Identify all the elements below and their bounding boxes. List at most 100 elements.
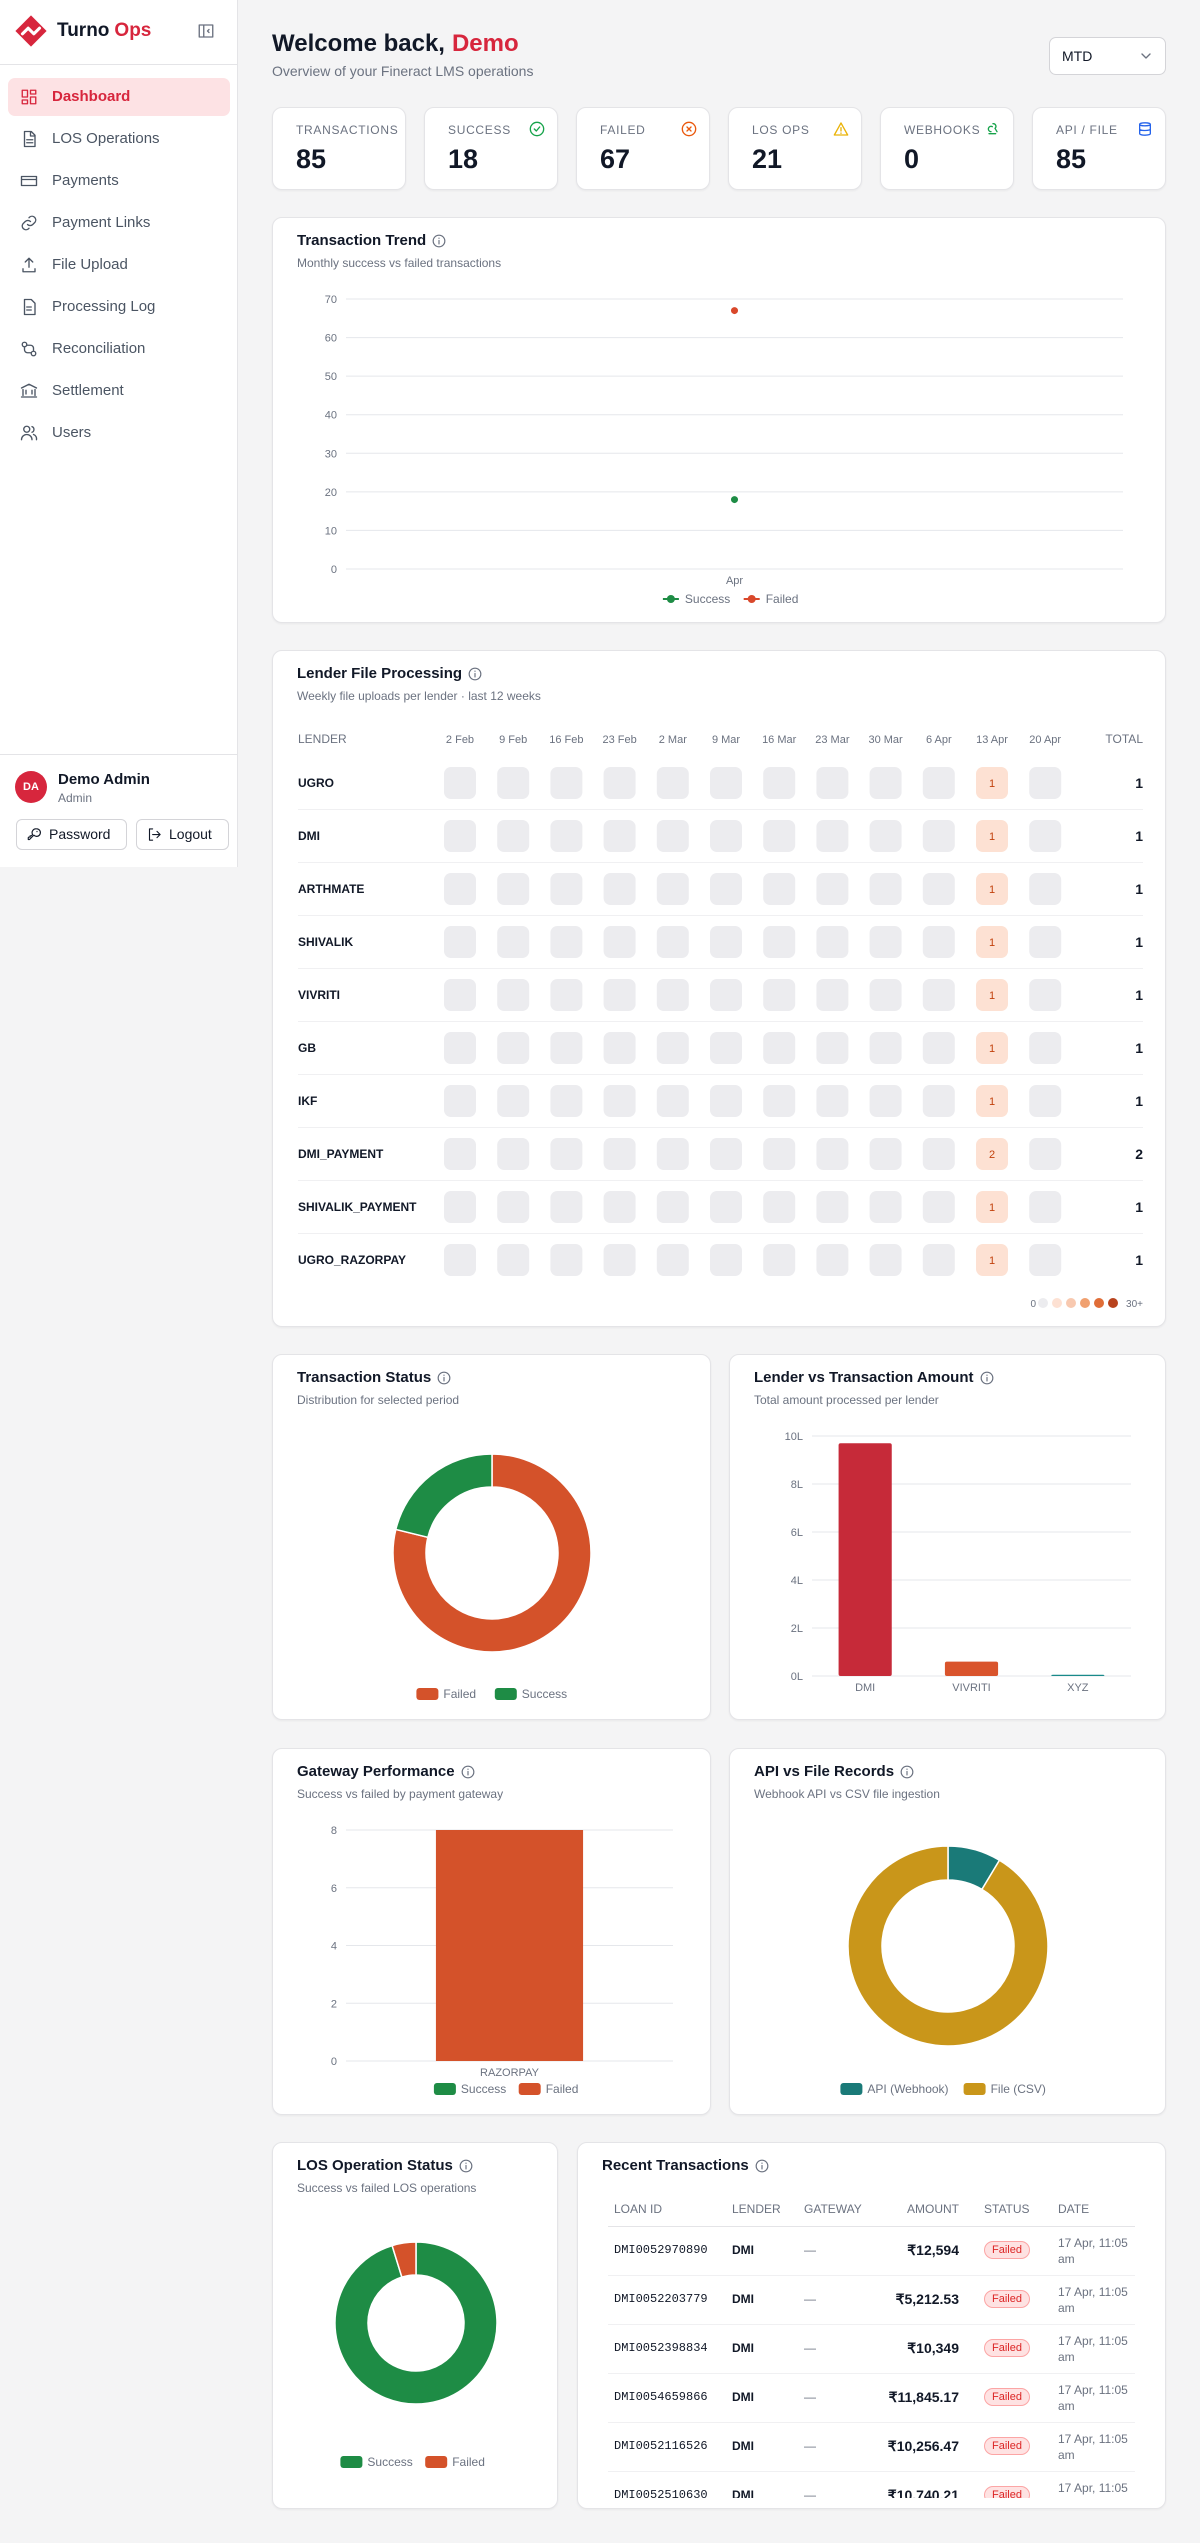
- y-tick-label: 4L: [791, 1575, 803, 1587]
- nav-item[interactable]: File Upload: [8, 246, 230, 284]
- loan-id: DMI0052970890: [614, 2243, 708, 2257]
- heat-cell: [710, 1032, 742, 1064]
- chart-svg: API (Webhook) File (CSV): [840, 1845, 1049, 2096]
- donut-slice: [334, 2241, 498, 2405]
- heat-cell: [869, 1191, 902, 1223]
- heatmap-card: Lender File Processing Weekly file upload…: [272, 650, 1166, 1327]
- donut-slice: [392, 1453, 592, 1653]
- card-header: Lender File Processing: [297, 665, 482, 682]
- user-role: Admin: [58, 791, 93, 805]
- heat-count: 1: [989, 831, 995, 843]
- divider: [0, 64, 237, 65]
- heat-cell: [976, 1032, 1008, 1064]
- nav-item[interactable]: Users: [8, 414, 230, 452]
- heat-cell: [550, 1085, 583, 1117]
- x-tick-label: VIVRITI: [952, 1682, 991, 1694]
- amount: ₹10,740.21: [887, 2487, 959, 2498]
- heat-cell: [763, 1138, 796, 1170]
- legend-dot: [747, 595, 756, 603]
- heat-cell: [763, 979, 796, 1011]
- icon: [198, 24, 214, 38]
- heat-cell: [869, 820, 902, 852]
- sidebar: Turno Ops Dashboard LOS Operations Payments P…: [0, 0, 238, 867]
- heat-cell: [656, 1138, 689, 1170]
- heat-cell: [976, 926, 1008, 958]
- date: 17 Apr, 11:05 am: [1058, 2334, 1128, 2364]
- nav-label: Payment Links: [52, 214, 151, 231]
- icon: [755, 2159, 769, 2172]
- nav-item[interactable]: Dashboard: [8, 78, 230, 116]
- heat-cell: [816, 820, 849, 852]
- heat-cell: [922, 767, 955, 799]
- heat-cell: [710, 926, 742, 958]
- heat-cell: [922, 873, 955, 905]
- row-divider: [608, 2422, 1135, 2423]
- legend-swatch: [494, 1688, 517, 1700]
- nav-label: Settlement: [52, 382, 124, 399]
- heat-cell: [816, 873, 849, 905]
- data-point: [731, 496, 738, 504]
- heat-cell: [444, 1085, 476, 1117]
- nav-item[interactable]: Payments: [8, 162, 230, 200]
- action-button[interactable]: Logout: [136, 819, 229, 850]
- kpi-card: LOS OPS 21: [728, 107, 862, 190]
- chart-svg: 0 10 20 30 40 50 60 70 Apr Success Failed: [325, 294, 1123, 606]
- date: 17 Apr, 11:05 am: [1058, 2236, 1128, 2266]
- status-pill: Failed: [984, 2437, 1030, 2455]
- y-tick-label: 10: [325, 525, 337, 537]
- heat-cell: [816, 979, 849, 1011]
- icon-shape: [198, 24, 214, 38]
- icon-shape: [459, 2159, 473, 2172]
- nav-item[interactable]: Processing Log: [8, 288, 230, 326]
- heat-cell: [816, 1191, 849, 1223]
- scale-dot: [1052, 1298, 1062, 1308]
- brand-accent: Ops: [114, 20, 152, 41]
- brand-name: Turno: [57, 20, 110, 41]
- kpi-value: 67: [600, 144, 631, 174]
- card-title: Recent Transactions: [602, 2157, 749, 2174]
- logo: [15, 15, 47, 47]
- heat-cell: [603, 820, 636, 852]
- nav-item[interactable]: LOS Operations: [8, 120, 230, 158]
- card-title: Gateway Performance: [297, 1763, 455, 1780]
- bar-segment: [435, 1830, 584, 2061]
- icon: [432, 234, 446, 247]
- heat-cell: [497, 1138, 530, 1170]
- week-label: 2 Feb: [446, 734, 474, 746]
- nav-item[interactable]: Reconciliation: [8, 330, 230, 368]
- nav-item[interactable]: Payment Links: [8, 204, 230, 242]
- column-header: DATE: [1058, 2202, 1090, 2216]
- icon-shape: [20, 425, 38, 441]
- user-name: Demo Admin: [58, 771, 150, 788]
- nav-item[interactable]: Settlement: [8, 372, 230, 410]
- heat-cell: [550, 1191, 583, 1223]
- legend-swatch: [340, 2456, 363, 2468]
- icon-shape: [900, 1765, 914, 1778]
- action-button[interactable]: Password: [16, 819, 127, 850]
- card-title: Transaction Trend: [297, 232, 427, 249]
- bar: [1051, 1674, 1105, 1676]
- heat-cell: [976, 1138, 1008, 1170]
- y-tick-label: 40: [325, 410, 337, 422]
- icon-shape: [980, 1371, 993, 1384]
- icon: [148, 828, 161, 841]
- x-tick-label: DMI: [855, 1682, 875, 1694]
- date: 17 Apr, 11:05 am: [1058, 2481, 1128, 2498]
- period-select[interactable]: MTD: [1049, 37, 1166, 75]
- loan-id: DMI0052116526: [614, 2439, 708, 2453]
- card-subtitle: Success vs failed by payment gateway: [297, 1787, 504, 1801]
- heat-cell: [710, 979, 742, 1011]
- heat-cell: [603, 926, 636, 958]
- icon-shape: [1141, 53, 1151, 59]
- lender-name: GB: [298, 1041, 316, 1055]
- lender-name: SHIVALIK: [298, 935, 353, 949]
- heat-cell: [922, 1191, 955, 1223]
- amount: ₹10,256.47: [887, 2438, 959, 2454]
- icon: [529, 121, 545, 137]
- kpi-label: LOS OPS: [752, 123, 810, 137]
- icon-shape: [21, 215, 37, 231]
- chart-card: Gateway Performance Success vs failed by …: [272, 1748, 711, 2115]
- heat-cell: [656, 820, 689, 852]
- heat-cell: [869, 767, 902, 799]
- card-header: LOS Operation Status: [297, 2157, 473, 2174]
